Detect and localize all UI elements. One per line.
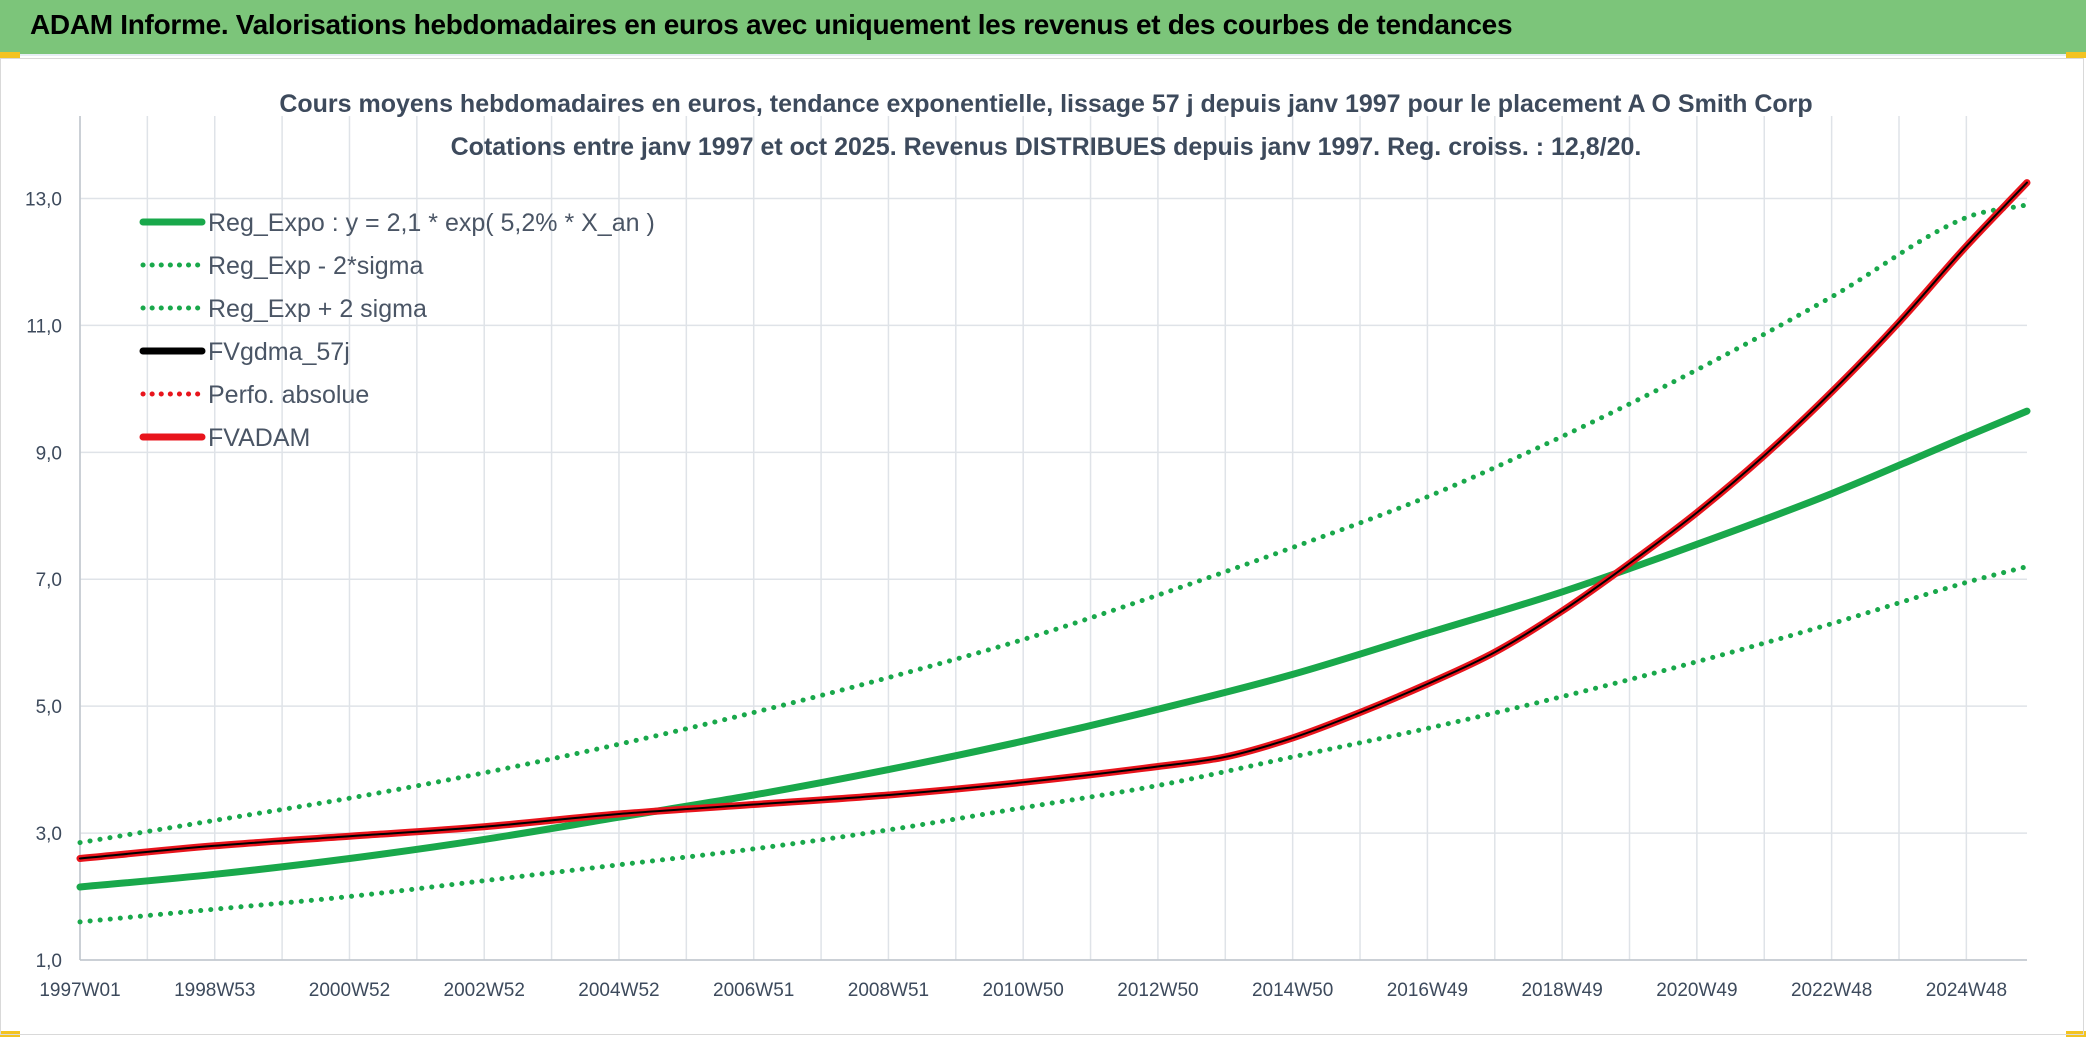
legend-label: Perfo. absolue — [208, 381, 369, 409]
series-line-0 — [76, 407, 2031, 891]
legend-label: Reg_Exp + 2 sigma — [208, 295, 427, 323]
y-tick-label: 9,0 — [36, 443, 62, 464]
y-tick-label: 5,0 — [36, 697, 62, 718]
x-tick-label: 2016W49 — [1387, 980, 1468, 1001]
x-tick-label: 2024W48 — [1926, 980, 2007, 1001]
corner-accent — [2066, 52, 2086, 58]
series-line-4 — [79, 181, 2028, 860]
x-tick-label: 2012W50 — [1117, 980, 1198, 1001]
x-tick-label: 2022W48 — [1791, 980, 1872, 1001]
x-tick-label: 1997W01 — [39, 980, 120, 1001]
chart-subtitle: Cotations entre janv 1997 et oct 2025. R… — [451, 133, 1642, 161]
series-group — [76, 179, 2031, 925]
x-tick-label: 2018W49 — [1521, 980, 1602, 1001]
legend-label: Reg_Exp - 2*sigma — [208, 252, 423, 280]
legend-label: Reg_Expo : y = 2,1 * exp( 5,2% * X_an ) — [208, 209, 655, 237]
chart-title: Cours moyens hebdomadaires en euros, ten… — [279, 90, 1812, 118]
x-tick-label: 2000W52 — [309, 980, 390, 1001]
series-line-1 — [77, 564, 2030, 925]
legend-label: FVgdma_57j — [208, 338, 350, 366]
x-tick-label: 1998W53 — [174, 980, 255, 1001]
legend-label: FVADAM — [208, 424, 310, 452]
x-tick-label: 2020W49 — [1656, 980, 1737, 1001]
y-tick-label: 13,0 — [25, 189, 62, 210]
y-tick-label: 11,0 — [26, 316, 62, 337]
y-tick-label: 1,0 — [36, 951, 62, 972]
x-tick-label: 2004W52 — [578, 980, 659, 1001]
axes: 1,0 3,0 5,0 7,0 9,0 11,0 13,0 1997W01 1998W53 200… — [25, 116, 2027, 1001]
series-line-3 — [76, 179, 2031, 862]
header-bar: ADAM Informe. Valorisations hebdomadaire… — [0, 0, 2086, 56]
page-title: ADAM Informe. Valorisations hebdomadaire… — [30, 9, 1513, 40]
x-tick-label: 2014W50 — [1252, 980, 1333, 1001]
series-line-2 — [77, 202, 2030, 846]
chart-frame — [0, 58, 2084, 1035]
x-tick-label: 2010W50 — [983, 980, 1064, 1001]
y-tick-label: 7,0 — [36, 570, 62, 591]
corner-accent — [0, 52, 20, 58]
y-tick-label: 3,0 — [36, 824, 62, 845]
x-tick-label: 2008W51 — [848, 980, 929, 1001]
legend: Reg_Expo : y = 2,1 * exp( 5,2% * X_an ) R… — [139, 209, 655, 452]
x-tick-label: 2002W52 — [444, 980, 525, 1001]
x-tick-label: 2006W51 — [713, 980, 794, 1001]
